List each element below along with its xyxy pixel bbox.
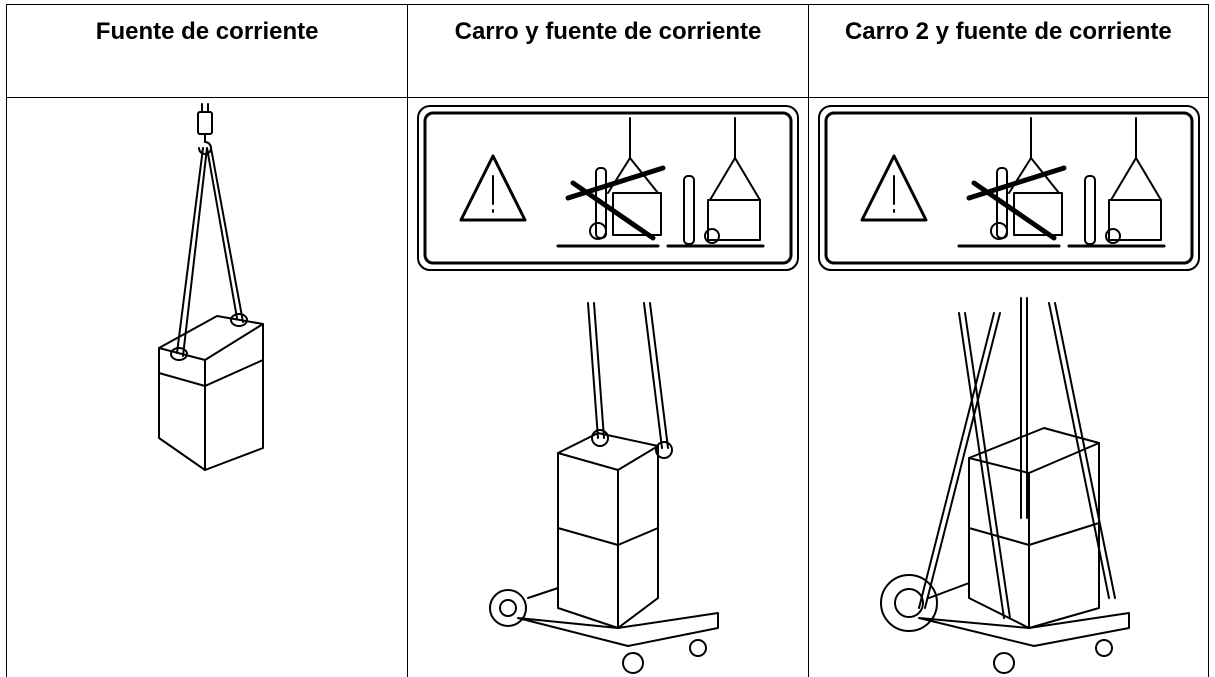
drawing-stroke (565, 165, 666, 241)
drawing-stroke (709, 117, 762, 201)
cell (407, 98, 807, 677)
drawing-stroke (489, 589, 528, 627)
drawing-stroke (893, 588, 924, 618)
header-cell: Carro 2 y fuente de corriente (807, 5, 1208, 97)
drawing-stroke (824, 111, 1194, 265)
cell (7, 98, 407, 677)
cart-lift-illustration (417, 105, 800, 674)
drawing-stroke (557, 445, 660, 629)
drawing-stroke (817, 105, 1200, 271)
drawing-stroke (158, 315, 264, 471)
body-row (7, 98, 1208, 677)
drawing-stroke (176, 147, 244, 357)
drawing-stroke (707, 199, 762, 241)
drawing-stroke (704, 228, 721, 244)
drawing-stroke (1109, 117, 1162, 201)
drawing-stroke (1083, 175, 1096, 245)
drawing-stroke (230, 313, 248, 327)
drawing-stroke (689, 639, 708, 657)
drawing-stroke (879, 574, 938, 632)
drawing-stroke (622, 652, 645, 674)
drawing-stroke (655, 441, 674, 459)
drawing-stroke (607, 117, 660, 194)
drawing-stroke (860, 154, 928, 222)
drawing-stroke (612, 192, 663, 236)
drawing-stroke (198, 133, 212, 155)
drawing-stroke (917, 297, 1116, 619)
header-row: Fuente de corriente Carro y fuente de co… (7, 5, 1208, 98)
drawing-stroke (1007, 117, 1060, 194)
drawing-stroke (967, 427, 1100, 629)
drawing-stroke (197, 111, 213, 135)
drawing-stroke (423, 111, 793, 265)
drawing-stroke (589, 222, 608, 240)
drawing-stroke (499, 599, 518, 617)
drawing-stroke (459, 154, 527, 222)
drawing-stroke (683, 175, 696, 245)
drawing-stroke (591, 429, 610, 447)
lifting-table: Fuente de corriente Carro y fuente de co… (6, 4, 1209, 677)
drawing-stroke (557, 432, 660, 629)
drawing-stroke (967, 442, 1100, 629)
drawing-stroke (158, 323, 264, 471)
drawing-stroke (1104, 228, 1121, 244)
drawing-stroke (966, 165, 1067, 241)
drawing-stroke (170, 347, 188, 361)
drawing-stroke (587, 302, 670, 449)
drawing-stroke (201, 103, 209, 113)
drawing-stroke (417, 105, 800, 271)
header-cell: Fuente de corriente (95, 18, 319, 45)
cart2-lift-illustration (817, 105, 1200, 674)
drawing-stroke (1107, 199, 1162, 241)
power-source-lift-illustration (158, 103, 264, 471)
cell (807, 98, 1208, 677)
drawing-stroke (1094, 639, 1113, 657)
drawing-stroke (1012, 192, 1063, 236)
drawing-stroke (517, 587, 720, 647)
header-cell: Carro y fuente de corriente (407, 5, 807, 97)
drawing-stroke (917, 582, 1130, 647)
drawing-stroke (989, 222, 1008, 240)
drawing-stroke (992, 652, 1015, 674)
